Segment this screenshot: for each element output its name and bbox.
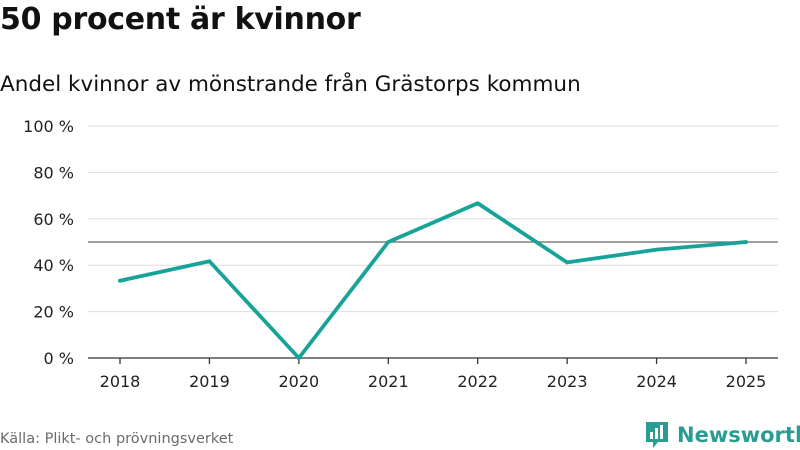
y-tick-label: 0 % xyxy=(44,349,74,368)
x-tick-label: 2021 xyxy=(368,372,409,391)
x-tick-label: 2022 xyxy=(457,372,498,391)
y-tick-label: 60 % xyxy=(33,210,74,229)
newsworthy-logo: Newsworthy xyxy=(644,420,800,450)
data-point xyxy=(207,259,212,264)
data-point xyxy=(744,240,748,244)
x-tick-label: 2023 xyxy=(547,372,588,391)
data-point xyxy=(118,278,122,283)
data-point xyxy=(386,240,391,244)
y-tick-label: 100 % xyxy=(23,117,74,136)
data-point xyxy=(565,260,570,265)
chart-title: 50 procent är kvinnor xyxy=(0,2,361,37)
data-point xyxy=(296,356,301,360)
source-note: Källa: Plikt- och prövningsverket xyxy=(0,431,234,447)
brand-name: Newsworthy xyxy=(677,423,800,447)
x-tick-label: 2025 xyxy=(726,372,767,391)
series-line xyxy=(118,201,748,360)
y-tick-label: 80 % xyxy=(33,163,74,182)
x-tick-label: 2019 xyxy=(189,372,230,391)
y-tick-label: 40 % xyxy=(33,256,74,275)
data-point xyxy=(654,247,659,252)
x-tick-label: 2020 xyxy=(278,372,319,391)
newsworthy-icon xyxy=(646,422,668,448)
y-tick-label: 20 % xyxy=(33,303,74,322)
data-point xyxy=(475,201,480,206)
x-tick-label: 2024 xyxy=(636,372,677,391)
chart-subtitle: Andel kvinnor av mönstrande från Grästor… xyxy=(0,72,581,97)
x-tick-label: 2018 xyxy=(100,372,141,391)
